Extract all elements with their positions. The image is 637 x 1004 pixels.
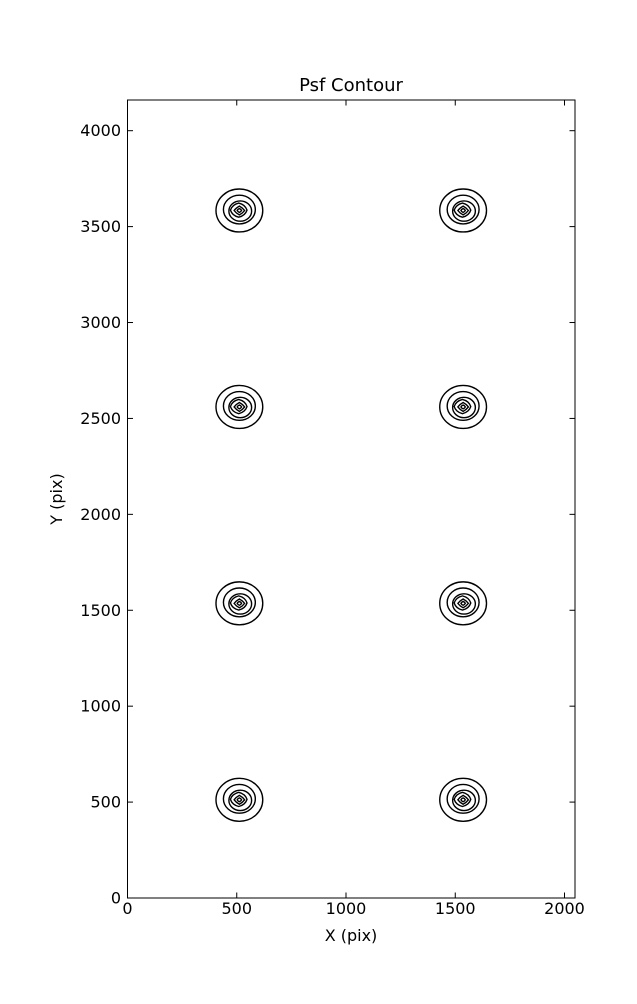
chart-title: Psf Contour [299, 75, 403, 96]
contour-ring [229, 398, 248, 415]
psf-blob [439, 777, 488, 822]
x-tick-label: 1000 [326, 899, 367, 918]
contour-ring [460, 797, 467, 803]
contour-ring [233, 794, 246, 805]
contour-ring [236, 207, 243, 214]
contour-ring [439, 384, 488, 430]
y-tick-label: 0 [111, 889, 121, 908]
contour-ring [215, 384, 264, 430]
contour-ring [453, 398, 472, 415]
contour-ring [222, 194, 257, 225]
contour-ring [228, 789, 253, 812]
y-tick-label: 1500 [80, 601, 121, 620]
contour-ring [229, 202, 248, 218]
contour-ring [457, 598, 470, 609]
contour-ring [215, 777, 264, 822]
contour-ring [233, 205, 246, 216]
x-tick-label: 1500 [435, 899, 476, 918]
contour-ring [451, 789, 477, 812]
y-tick-label: 4000 [80, 121, 121, 140]
contour-ring [236, 404, 243, 410]
psf-blob [439, 581, 488, 626]
x-tick-label: 0 [122, 899, 132, 918]
y-tick-label: 3500 [80, 217, 121, 236]
contour-ring [451, 200, 477, 222]
y-tick-label: 2500 [80, 409, 121, 428]
contour-ring [228, 593, 253, 615]
axis-ticks [127, 100, 575, 899]
y-tick-label: 1000 [80, 697, 121, 716]
psf-blob [215, 384, 264, 430]
contour-ring [233, 401, 246, 413]
contour-ring [215, 188, 264, 233]
contour-ring [460, 600, 467, 607]
contour-ring [229, 791, 248, 808]
contour-ring [453, 202, 472, 218]
contour-ring [236, 797, 243, 803]
contour-ring [457, 794, 470, 805]
contour-ring [222, 783, 257, 814]
contour-ring [215, 581, 264, 626]
contour-ring [233, 598, 246, 609]
contour-ring [451, 593, 477, 615]
axes-box [127, 99, 576, 899]
contour-ring [457, 401, 470, 413]
contour-ring [229, 595, 248, 611]
x-axis-label: X (pix) [325, 926, 378, 945]
contour-ring [236, 600, 243, 607]
x-tick-label: 2000 [544, 899, 585, 918]
y-tick-label: 500 [90, 793, 121, 812]
contour-ring [446, 783, 480, 814]
psf-blob [439, 384, 488, 430]
contour-ring [460, 207, 467, 214]
y-tick-label: 3000 [80, 313, 121, 332]
contour-ring [460, 404, 467, 410]
psf-contours [215, 188, 488, 822]
psf-blob [439, 188, 488, 233]
contour-ring [446, 587, 480, 618]
contour-ring [439, 188, 488, 233]
contour-ring [439, 777, 488, 822]
contour-ring [439, 581, 488, 626]
contour-ring [228, 396, 253, 419]
psf-blob [215, 581, 264, 626]
contour-ring [457, 205, 470, 216]
contour-ring [228, 200, 253, 222]
contour-ring [453, 595, 472, 611]
contour-ring [222, 390, 257, 422]
contour-ring [451, 396, 477, 419]
contour-ring [222, 587, 257, 618]
contour-ring [453, 791, 472, 808]
y-tick-label: 2000 [80, 505, 121, 524]
psf-blob [215, 777, 264, 822]
tick-labels: 0 500 1000 1500 2000 0 500 1000 1500 2000 2500 3000… [80, 121, 585, 918]
psf-blob [215, 188, 264, 233]
contour-ring [446, 390, 480, 422]
x-tick-label: 500 [221, 899, 252, 918]
y-axis-label: Y (pix) [47, 473, 66, 525]
contour-ring [446, 194, 480, 225]
